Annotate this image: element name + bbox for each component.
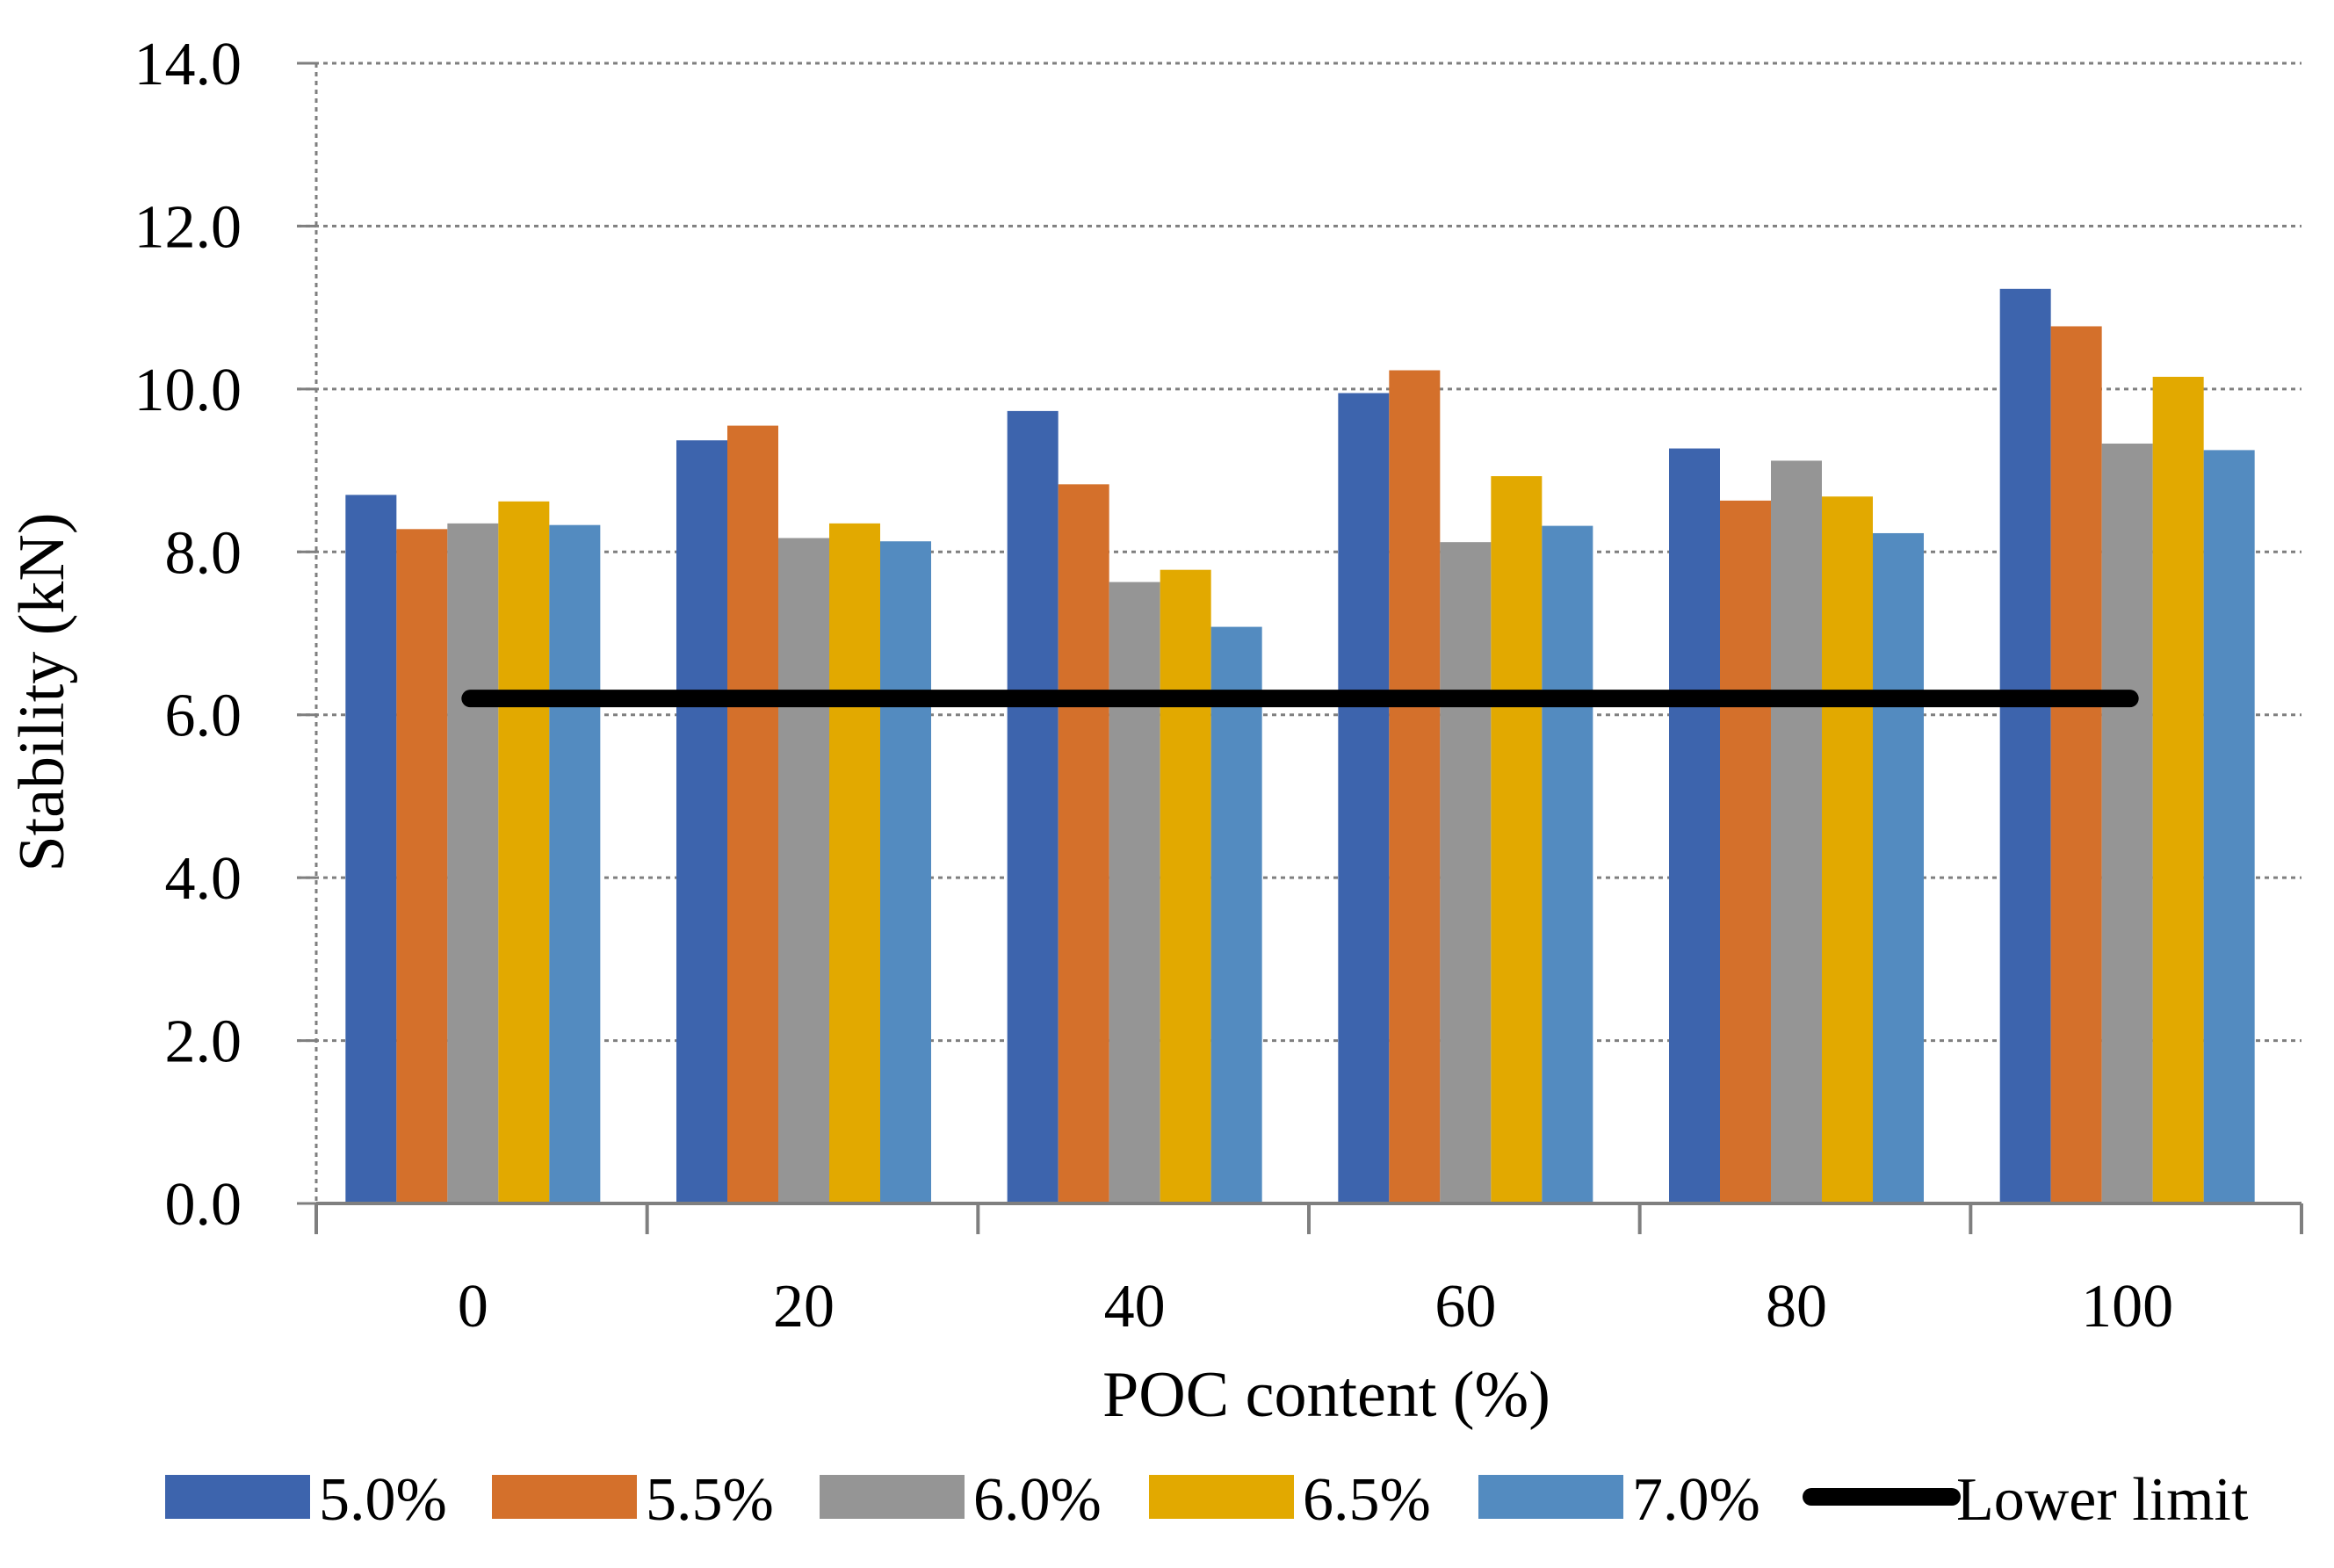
bar-5.0%-80 bbox=[1669, 448, 1720, 1203]
bar-5.5%-100 bbox=[2050, 326, 2102, 1203]
x-tick-label-0: 0 bbox=[458, 1273, 488, 1340]
bar-5.5%-20 bbox=[727, 425, 778, 1203]
bar-6.0%-0 bbox=[447, 523, 499, 1203]
bar-6.5%-80 bbox=[1822, 496, 1873, 1203]
x-tick-label-5: 100 bbox=[2081, 1273, 2173, 1340]
y-tick-label-3: 6.0 bbox=[165, 683, 242, 750]
legend-swatch-6.5% bbox=[1149, 1475, 1294, 1519]
bar-6.0%-100 bbox=[2101, 443, 2153, 1203]
x-tick-label-4: 80 bbox=[1766, 1273, 1827, 1340]
x-tick-labels: 0 20 40 60 80 100 bbox=[458, 1273, 2173, 1340]
legend-swatch-6.0% bbox=[820, 1475, 965, 1519]
bar-6.5%-0 bbox=[498, 501, 550, 1203]
legend-label-lower-limit: Lower limit bbox=[1956, 1466, 2249, 1534]
bar-6.5%-60 bbox=[1491, 476, 1543, 1203]
gridlines bbox=[297, 61, 2301, 1043]
x-tick-label-1: 20 bbox=[773, 1273, 835, 1340]
bar-5.5%-60 bbox=[1389, 370, 1441, 1204]
bar-7.0%-100 bbox=[2203, 450, 2255, 1203]
bar-5.5%-40 bbox=[1058, 484, 1109, 1203]
bar-5.5%-0 bbox=[396, 529, 448, 1203]
legend-swatch-5.0% bbox=[165, 1475, 310, 1519]
bar-5.0%-60 bbox=[1338, 393, 1390, 1203]
bar-series bbox=[345, 288, 2255, 1204]
bar-5.0%-20 bbox=[676, 440, 727, 1203]
bar-5.0%-0 bbox=[345, 495, 397, 1203]
y-tick-label-7: 14.0 bbox=[134, 31, 242, 98]
bar-7.0%-20 bbox=[880, 541, 931, 1203]
y-tick-label-5: 10.0 bbox=[134, 357, 242, 424]
bar-6.0%-60 bbox=[1440, 542, 1492, 1203]
x-tick-label-3: 60 bbox=[1434, 1273, 1496, 1340]
legend-label-5.5%: 5.5% bbox=[646, 1466, 774, 1534]
bar-7.0%-80 bbox=[1873, 532, 1924, 1203]
bar-6.5%-40 bbox=[1160, 569, 1211, 1203]
legend: 5.0% 5.5% 6.0% 6.5% 7.0% Lower limit bbox=[165, 1466, 2249, 1534]
bar-7.0%-40 bbox=[1210, 626, 1262, 1203]
legend-label-5.0%: 5.0% bbox=[319, 1466, 447, 1534]
legend-label-6.5%: 6.5% bbox=[1303, 1466, 1431, 1534]
bar-6.0%-40 bbox=[1109, 582, 1160, 1203]
bar-6.0%-80 bbox=[1771, 460, 1822, 1203]
y-tick-label-6: 12.0 bbox=[134, 193, 242, 261]
y-tick-label-2: 4.0 bbox=[165, 845, 242, 913]
bar-7.0%-0 bbox=[549, 524, 601, 1203]
bar-5.0%-100 bbox=[1999, 288, 2051, 1203]
legend-swatch-7.0% bbox=[1478, 1475, 1623, 1519]
y-tick-label-0: 0.0 bbox=[165, 1171, 242, 1239]
legend-label-7.0%: 7.0% bbox=[1632, 1466, 1760, 1534]
y-tick-labels: 0.0 2.0 4.0 6.0 8.0 10.0 12.0 14.0 bbox=[134, 31, 242, 1239]
y-tick-label-1: 2.0 bbox=[165, 1008, 242, 1076]
y-tick-label-4: 8.0 bbox=[165, 519, 242, 587]
legend-label-6.0%: 6.0% bbox=[973, 1466, 1102, 1534]
bar-6.5%-20 bbox=[829, 523, 880, 1203]
x-axis-title: POC content (%) bbox=[1102, 1359, 1550, 1431]
bar-7.0%-60 bbox=[1542, 525, 1593, 1203]
bar-5.0%-40 bbox=[1007, 410, 1059, 1203]
legend-swatch-5.5% bbox=[492, 1475, 637, 1519]
axes bbox=[297, 61, 2303, 1234]
x-tick-label-2: 40 bbox=[1104, 1273, 1166, 1340]
bar-6.0%-20 bbox=[778, 538, 829, 1203]
y-axis-title: Stability (kN) bbox=[6, 512, 78, 871]
bar-5.5%-80 bbox=[1720, 500, 1771, 1203]
bar-6.5%-100 bbox=[2152, 376, 2204, 1203]
